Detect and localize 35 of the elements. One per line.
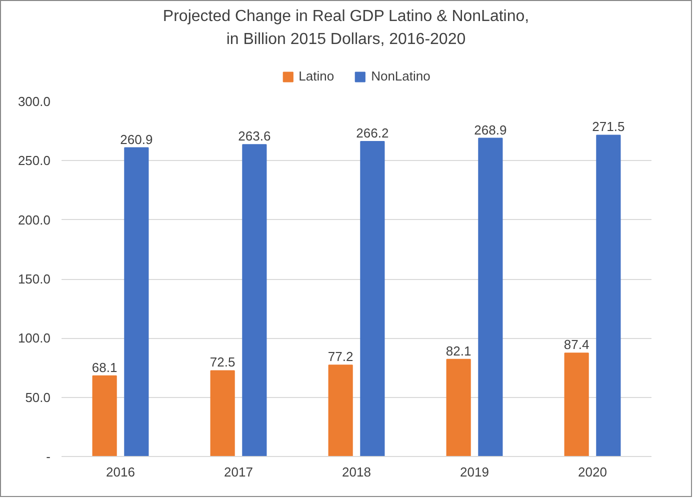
- x-tick-label: 2018: [342, 464, 371, 480]
- x-tick-label: 2017: [224, 464, 253, 480]
- bar: [242, 144, 267, 456]
- y-tick-label: 300.0: [18, 94, 51, 109]
- legend-label: Latino: [298, 68, 334, 84]
- y-tick-label: 100.0: [18, 330, 51, 346]
- data-label: 268.9: [474, 122, 507, 138]
- data-label: 263.6: [238, 128, 271, 144]
- bar: [446, 358, 471, 456]
- y-tick-label: 200.0: [18, 212, 51, 228]
- bar: [92, 375, 117, 456]
- y-tick-label: 50.0: [25, 390, 51, 405]
- data-label: 68.1: [92, 360, 118, 375]
- data-label: 266.2: [356, 125, 389, 140]
- data-label: 260.9: [120, 132, 153, 147]
- data-label: 271.5: [592, 119, 625, 134]
- legend-label: NonLatino: [371, 68, 430, 84]
- bar: [210, 370, 235, 456]
- data-label: 87.4: [564, 337, 590, 352]
- data-label: 77.2: [328, 349, 354, 364]
- chart-title: Projected Change in Real GDP Latino & NonLatino, in Billion 2015 Dollars, 2016-2020: [162, 7, 530, 50]
- y-tick-label: 250.0: [18, 153, 51, 168]
- x-tick-label: 2019: [460, 464, 489, 480]
- data-label: 72.5: [210, 354, 236, 370]
- x-tick-label: 2016: [106, 464, 135, 480]
- bar: [478, 138, 503, 456]
- y-tick-label: 150.0: [18, 272, 51, 286]
- bar: [328, 364, 353, 456]
- bar: [360, 140, 385, 456]
- data-label: 82.1: [446, 343, 472, 358]
- y-tick-label: -: [46, 449, 51, 464]
- bar: [124, 147, 149, 456]
- bar: [596, 134, 621, 456]
- x-tick-label: 2020: [578, 464, 607, 480]
- bar: [564, 352, 589, 456]
